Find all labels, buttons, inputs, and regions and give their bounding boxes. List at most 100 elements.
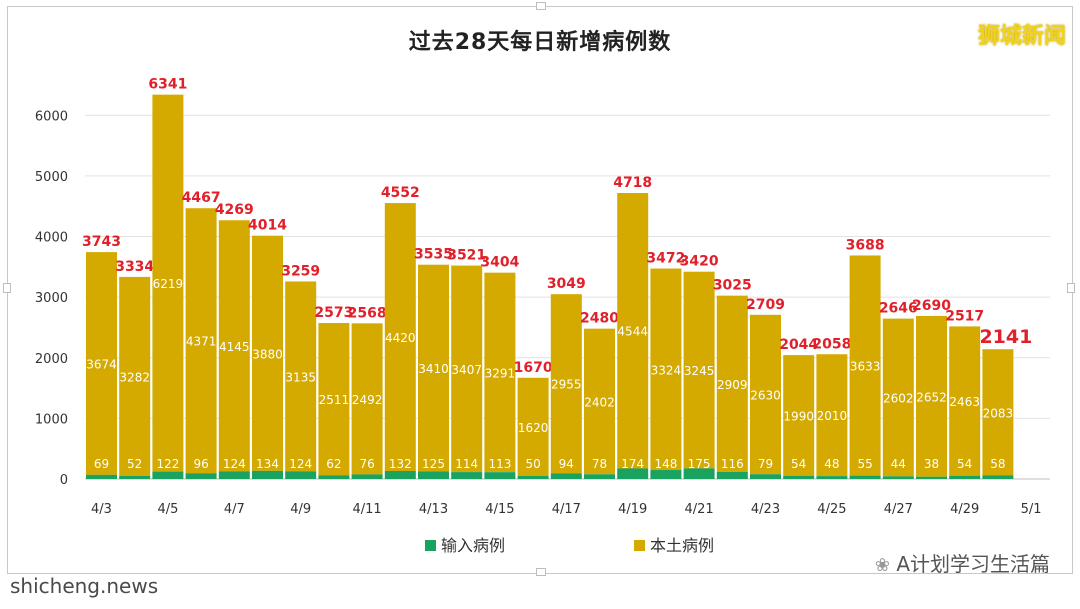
local-value-label: 1990 <box>783 409 814 423</box>
footer-source: shicheng.news <box>10 574 159 598</box>
local-value-label: 2511 <box>319 393 350 407</box>
y-tick-label: 1000 <box>35 412 68 427</box>
resize-handle-left[interactable] <box>3 283 11 293</box>
bar-imported-cases <box>916 476 947 479</box>
bar-imported-cases <box>318 475 350 479</box>
bar-imported-cases <box>252 470 283 479</box>
total-value-label: 2517 <box>945 308 984 324</box>
x-tick-label: 4/19 <box>618 502 647 517</box>
y-tick-label: 6000 <box>35 109 68 124</box>
bar-imported-cases <box>550 473 582 479</box>
total-value-label: 3404 <box>480 255 519 271</box>
bar-imported-cases <box>119 475 151 479</box>
bar-local-cases <box>318 323 350 476</box>
bar-imported-cases <box>152 471 184 479</box>
imported-value-label: 50 <box>525 457 540 471</box>
local-value-label: 4544 <box>617 325 648 339</box>
total-value-label: 2573 <box>314 305 353 321</box>
bar-imported-cases <box>218 471 250 479</box>
imported-value-label: 58 <box>990 457 1005 471</box>
bar-local-cases <box>949 326 981 476</box>
total-value-label: 2568 <box>348 305 387 321</box>
bar-imported-cases <box>617 468 649 479</box>
x-tick-label: 4/3 <box>91 502 112 517</box>
imported-value-label: 69 <box>94 457 109 471</box>
imported-value-label: 175 <box>688 457 711 471</box>
imported-value-label: 78 <box>592 457 607 471</box>
total-value-label: 3025 <box>713 278 752 294</box>
local-value-label: 2492 <box>352 393 383 407</box>
x-tick-label: 4/23 <box>751 502 780 517</box>
bar-local-cases <box>783 355 815 476</box>
bar-imported-cases <box>650 470 682 479</box>
bar-imported-cases <box>351 474 383 479</box>
legend-swatch <box>634 540 645 551</box>
local-value-label: 4420 <box>385 331 416 345</box>
bar-local-cases <box>982 349 1014 476</box>
bar-imported-cases <box>716 471 748 479</box>
local-value-label: 2463 <box>949 395 980 409</box>
bar-local-cases <box>716 295 748 472</box>
imported-value-label: 116 <box>721 457 744 471</box>
bar-local-cases <box>351 323 383 475</box>
imported-value-label: 114 <box>455 457 478 471</box>
local-value-label: 3324 <box>651 363 682 377</box>
bar-local-cases <box>218 220 250 472</box>
bar-imported-cases <box>418 471 449 479</box>
total-value-label: 4718 <box>613 175 652 191</box>
imported-value-label: 113 <box>488 457 511 471</box>
bar-imported-cases <box>949 475 981 479</box>
total-value-label: 4552 <box>381 185 420 201</box>
x-tick-label: 4/7 <box>224 502 245 517</box>
x-tick-label: 4/29 <box>950 502 979 517</box>
local-value-label: 2010 <box>817 409 848 423</box>
imported-value-label: 79 <box>758 457 773 471</box>
imported-value-label: 134 <box>256 457 279 471</box>
bar-local-cases <box>750 314 781 475</box>
total-value-label: 3420 <box>680 254 719 270</box>
bar-imported-cases <box>683 468 715 479</box>
resize-handle-top[interactable] <box>536 2 546 10</box>
bar-local-cases <box>650 268 682 471</box>
imported-value-label: 54 <box>957 457 972 471</box>
total-value-label: 2044 <box>779 337 818 353</box>
y-tick-label: 4000 <box>35 231 68 246</box>
bar-local-cases <box>418 264 449 472</box>
bar-local-cases <box>152 94 184 472</box>
total-value-label: 3521 <box>447 248 486 264</box>
y-tick-label: 2000 <box>35 352 68 367</box>
bar-local-cases <box>916 315 947 477</box>
local-value-label: 3880 <box>252 347 283 361</box>
bar-imported-cases <box>982 475 1014 479</box>
x-tick-label: 4/27 <box>884 502 913 517</box>
total-value-label: 3535 <box>414 247 453 263</box>
total-value-label: 4467 <box>182 190 221 206</box>
local-value-label: 3291 <box>485 366 516 380</box>
bar-imported-cases <box>783 475 815 479</box>
local-value-label: 3633 <box>850 360 881 374</box>
bar-local-cases <box>384 203 416 471</box>
total-value-label: 4269 <box>215 202 254 218</box>
imported-value-label: 124 <box>289 457 312 471</box>
y-tick-label: 3000 <box>35 291 68 306</box>
bar-local-cases <box>451 265 483 473</box>
resize-handle-bottom[interactable] <box>536 568 546 576</box>
bar-local-cases <box>584 328 615 475</box>
x-tick-label: 4/17 <box>552 502 581 517</box>
x-tick-label: 4/25 <box>817 502 846 517</box>
bar-local-cases <box>185 208 217 474</box>
resize-handle-right[interactable] <box>1067 283 1075 293</box>
imported-value-label: 54 <box>791 457 806 471</box>
local-value-label: 2402 <box>584 395 615 409</box>
local-value-label: 2083 <box>983 406 1014 420</box>
legend-label: 输入病例 <box>441 536 505 555</box>
imported-value-label: 52 <box>127 457 142 471</box>
imported-value-label: 122 <box>156 457 179 471</box>
y-tick-label: 5000 <box>35 170 68 185</box>
bar-imported-cases <box>86 474 117 479</box>
local-value-label: 2955 <box>551 378 582 392</box>
wechat-account: ❀ A计划学习生活篇 <box>875 548 1050 577</box>
bar-local-cases <box>849 255 881 476</box>
x-tick-label: 4/21 <box>684 502 713 517</box>
